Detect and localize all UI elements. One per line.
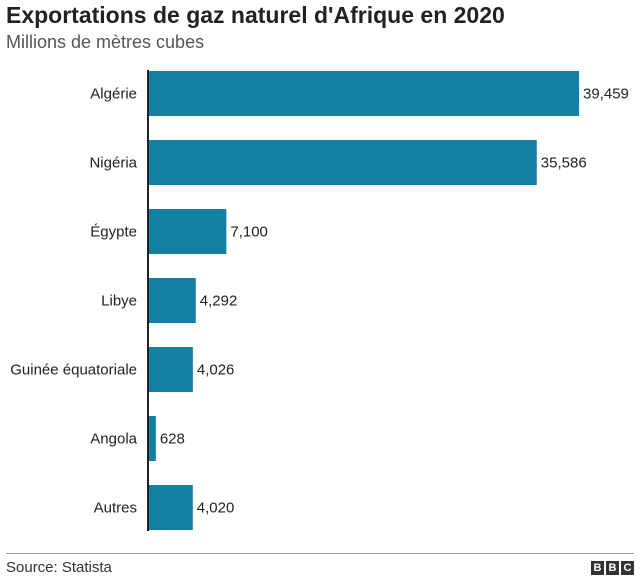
value-label-libye: 4,292 (200, 293, 238, 310)
bbc-logo-letter-b1: B (591, 561, 604, 575)
value-label-nigeria: 35,586 (541, 155, 587, 172)
category-label-algerie: Algérie (90, 86, 137, 103)
value-label-angola: 628 (160, 431, 185, 448)
category-label-egypte: Égypte (90, 224, 137, 241)
source-note: Source: Statista (6, 559, 112, 576)
bars-layer: Algérie 39,459 Nigéria 35,586 Égypte 7,100 Lib… (10, 71, 629, 530)
footer-divider (6, 553, 634, 554)
bar-algerie (149, 71, 579, 116)
category-label-libye: Libye (101, 293, 137, 310)
bar-egypte (149, 209, 227, 254)
bar-chart: Algérie 39,459 Nigéria 35,586 Égypte 7,100 Lib… (10, 70, 629, 531)
bbc-logo-letter-c: C (621, 561, 634, 575)
value-label-guinee-equatoriale: 4,026 (197, 362, 235, 379)
bar-autres (149, 485, 193, 530)
bar-nigeria (149, 140, 537, 185)
value-label-algerie: 39,459 (583, 86, 629, 103)
category-label-angola: Angola (90, 431, 137, 448)
chart-subtitle: Millions de mètres cubes (6, 32, 205, 52)
category-label-autres: Autres (94, 500, 137, 517)
category-label-nigeria: Nigéria (89, 155, 137, 172)
bar-libye (149, 278, 196, 323)
bbc-logo: B B C (591, 561, 634, 575)
bbc-logo-letter-b2: B (606, 561, 619, 575)
chart-title: Exportations de gaz naturel d'Afrique en… (6, 2, 505, 28)
bar-angola (149, 416, 156, 461)
bar-guinee-equatoriale (149, 347, 193, 392)
value-label-autres: 4,020 (197, 500, 235, 517)
category-label-guinee-equatoriale: Guinée équatoriale (10, 362, 137, 379)
value-label-egypte: 7,100 (230, 224, 268, 241)
